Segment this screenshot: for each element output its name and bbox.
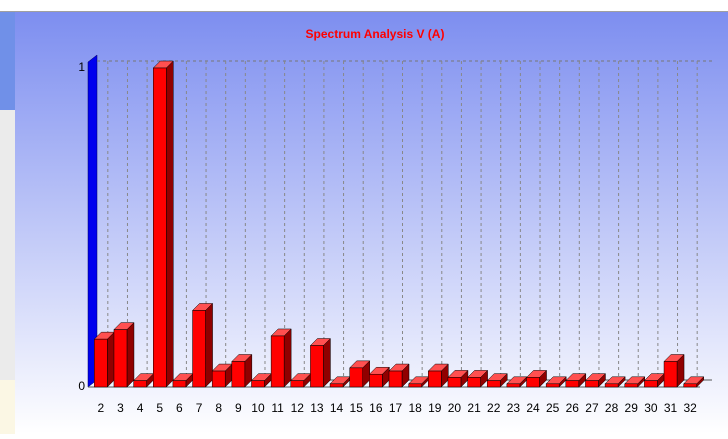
x-tick-label: 14 [330,401,344,415]
x-tick-label: 3 [117,401,124,415]
bar-front [644,380,658,388]
x-tick-label: 2 [97,401,104,415]
bar-front [428,370,442,388]
x-tick-label: 8 [215,401,222,415]
bar-front [486,380,501,388]
bar-front [526,377,540,388]
bar [231,353,253,388]
x-tick-label: 27 [585,401,599,415]
bar-side [126,321,135,388]
bar [584,373,607,388]
side-panel [0,110,15,380]
bar-front [683,383,697,388]
bar [113,321,135,388]
bar [388,363,410,388]
bar-front [447,377,462,388]
bar-front [585,380,599,388]
bar-side [323,337,331,388]
x-tick-label: 16 [369,401,383,415]
bar-front [604,383,619,388]
bar-side [283,328,292,388]
x-tick-label: 9 [235,401,242,415]
bar-front [467,377,481,388]
x-tick-label: 20 [448,401,462,415]
bar-front [231,361,246,388]
x-tick-label: 15 [350,401,364,415]
bar [466,369,489,388]
bar-side [107,331,115,388]
bar-front [624,383,638,388]
bar-front [153,67,167,388]
bar [309,337,332,388]
x-tick-label: 17 [389,401,403,415]
bar-front [172,380,187,388]
bar [525,369,548,388]
y-tick-label: 0 [78,379,85,393]
x-tick-label: 21 [467,401,481,415]
bar-front [310,345,324,388]
x-tick-label: 28 [605,401,619,415]
x-tick-label: 31 [664,401,678,415]
x-tick-label: 32 [683,401,697,415]
bar [565,373,587,388]
bar-front [506,383,521,388]
bar-front [133,380,147,388]
bar-front [545,383,560,388]
x-tick-label: 23 [507,401,521,415]
y-wall [87,54,98,388]
x-tick-label: 19 [428,401,442,415]
x-tick-label: 7 [196,401,203,415]
x-tick-label: 22 [487,401,501,415]
bar-front [663,361,678,388]
side-panel [0,380,15,434]
bar [663,353,685,388]
x-tick-label: 10 [251,401,265,415]
bar-front [290,380,305,388]
bar [329,376,351,388]
bar-front [251,380,265,388]
chart-title: Spectrum Analysis V (A) [306,27,445,41]
y-tick-label: 1 [78,60,85,74]
bar [270,328,292,388]
bar-front [565,380,580,388]
bar [624,376,646,388]
x-tick-label: 30 [644,401,658,415]
x-tick-label: 12 [291,401,305,415]
bar-front [192,310,206,388]
bar-front [270,335,285,388]
bar-front [94,338,108,388]
bar-front [349,367,363,388]
bar [486,373,508,388]
bar [349,360,371,388]
x-tick-label: 13 [310,401,324,415]
bar [152,60,174,388]
bar [191,302,214,388]
x-tick-label: 5 [156,401,163,415]
x-tick-label: 24 [526,401,540,415]
bar-front [113,329,128,388]
x-tick-label: 4 [137,401,144,415]
bar-side [166,60,174,388]
side-panel [0,12,15,110]
bar [683,376,705,388]
bar-front [408,383,422,388]
bar-front [329,383,344,388]
bar-front [211,370,226,388]
bar [93,331,115,388]
x-tick-label: 29 [625,401,639,415]
top-strip [0,0,728,12]
bar [368,366,390,388]
bar-front [388,370,403,388]
bar-side [205,302,213,388]
bar-front [369,373,383,388]
x-tick-label: 18 [408,401,422,415]
x-tick-label: 26 [566,401,580,415]
x-tick-label: 11 [271,401,284,415]
bar [604,376,626,388]
x-tick-label: 25 [546,401,560,415]
bar [427,363,449,388]
x-tick-label: 6 [176,401,183,415]
